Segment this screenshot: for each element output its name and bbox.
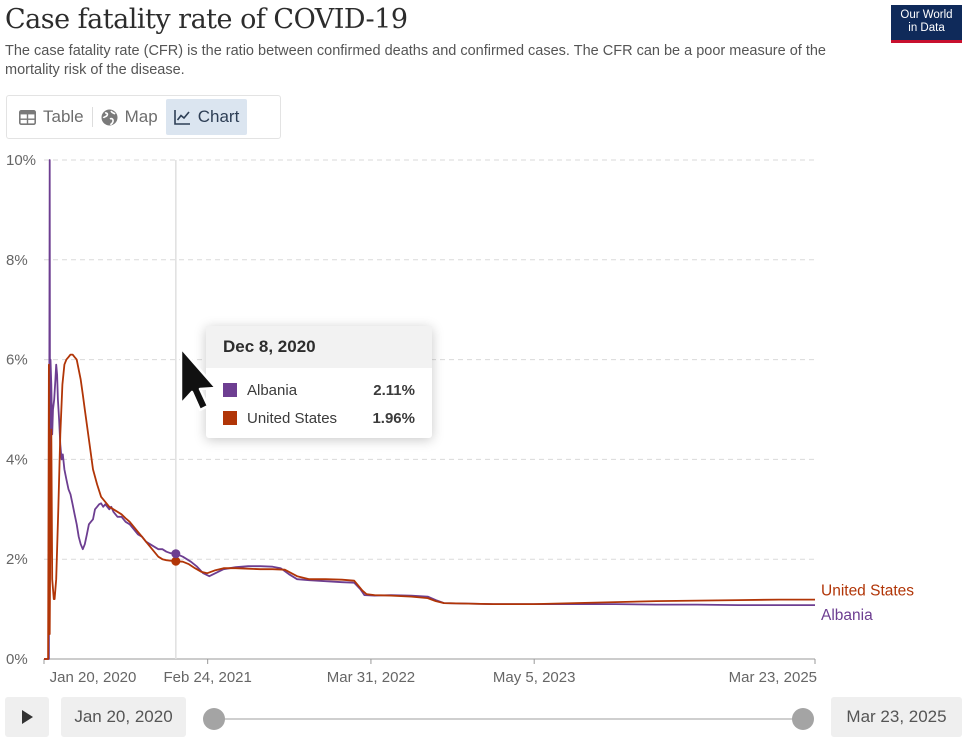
table-icon	[19, 109, 36, 125]
y-tick-label: 2%	[6, 551, 28, 568]
tooltip-value: 2.11%	[373, 381, 415, 399]
view-tabs: Table Map Chart	[6, 95, 281, 139]
timeline-start-date[interactable]: Jan 20, 2020	[61, 697, 186, 737]
x-tick-label: Mar 23, 2025	[729, 669, 817, 686]
y-tick-label: 8%	[6, 252, 28, 269]
tooltip-name: Albania	[247, 381, 298, 399]
timeline-start-handle[interactable]	[203, 708, 225, 730]
albania-swatch	[223, 383, 237, 397]
timeline-end-handle[interactable]	[792, 708, 814, 730]
tab-separator	[91, 107, 93, 127]
y-tick-label: 4%	[6, 451, 28, 468]
logo-line-2: in Data	[908, 21, 945, 34]
mouse-cursor-icon	[179, 346, 218, 412]
play-button[interactable]	[5, 697, 49, 737]
x-tick-label: May 5, 2023	[493, 669, 576, 686]
timeline-end-date[interactable]: Mar 23, 2025	[831, 697, 962, 737]
hover-marker-united-states	[171, 556, 181, 566]
tab-table-label: Table	[43, 107, 84, 126]
tooltip-row-united-states: United States 1.96%	[206, 404, 432, 432]
logo-line-1: Our World	[900, 9, 953, 21]
y-tick-label: 6%	[6, 352, 28, 369]
hover-tooltip: Dec 8, 2020 Albania 2.11% United States …	[206, 326, 432, 438]
tab-chart-label: Chart	[197, 107, 240, 126]
tooltip-row-albania: Albania 2.11%	[206, 376, 432, 404]
line-chart-icon	[173, 110, 190, 125]
y-tick-label: 10%	[6, 152, 36, 169]
play-icon	[22, 710, 33, 724]
united-states-swatch	[223, 411, 237, 425]
x-tick-label: Jan 20, 2020	[50, 669, 137, 686]
end-label-albania: Albania	[821, 607, 873, 624]
series-line-united-states	[44, 353, 815, 660]
x-tick-label: Mar 31, 2022	[327, 669, 415, 686]
hover-marker-albania	[171, 549, 181, 559]
end-label-united-states: United States	[821, 583, 914, 600]
owid-logo[interactable]: Our World in Data	[891, 5, 962, 43]
tab-chart[interactable]: Chart	[165, 99, 248, 135]
globe-icon	[101, 109, 118, 125]
tooltip-date: Dec 8, 2020	[206, 326, 432, 368]
chart-subtitle: The case fatality rate (CFR) is the rati…	[5, 43, 826, 78]
tab-map-label: Map	[124, 107, 158, 126]
x-tick-label: Feb 24, 2021	[163, 669, 251, 686]
tooltip-name: United States	[247, 409, 338, 427]
y-tick-label: 0%	[6, 651, 28, 668]
tab-map[interactable]: Map	[93, 99, 166, 135]
chart-title: Case fatality rate of COVID-19	[5, 4, 408, 35]
timeline-track[interactable]	[214, 718, 803, 720]
line-chart[interactable]: 0% 2% 4% 6% 8% 10% Jan 20, 2020 Feb 24, 2021 Mar…	[0, 145, 971, 695]
tab-table[interactable]: Table	[11, 99, 92, 135]
tooltip-value: 1.96%	[372, 409, 415, 427]
